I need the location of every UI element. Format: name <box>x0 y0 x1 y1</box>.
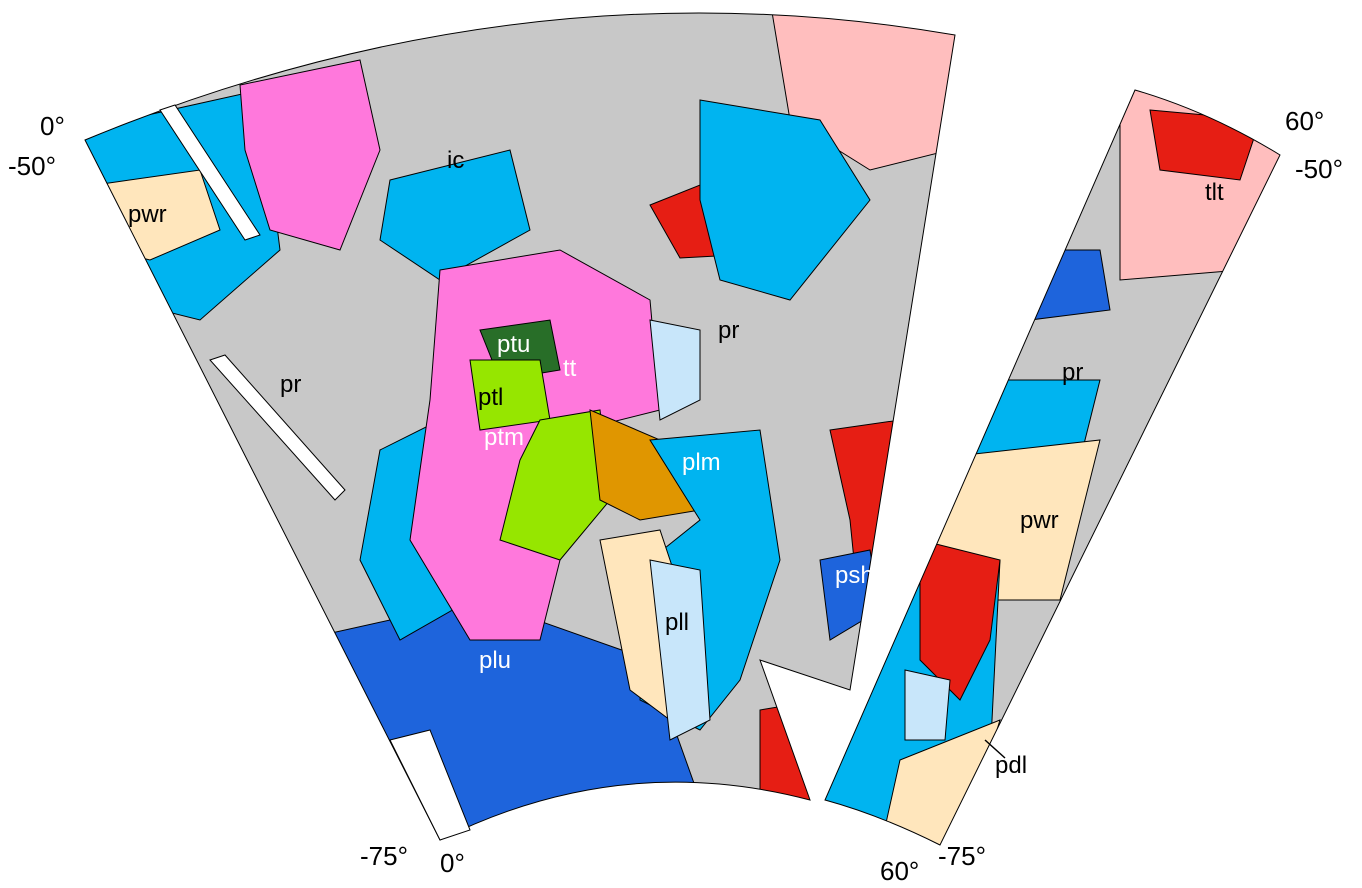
coordinate-label: -50° <box>1295 154 1343 184</box>
unit-label: tt <box>563 355 577 382</box>
unit-label: pdl <box>995 752 1027 779</box>
unit-label: ic <box>447 147 464 174</box>
unit-label: plm <box>682 449 721 476</box>
coordinate-label: 60° <box>880 856 919 886</box>
unit-label: ptu <box>497 331 530 358</box>
unit-label: ptm <box>484 424 524 451</box>
unit-label: pr <box>280 371 301 398</box>
unit-label: pr <box>1062 359 1083 386</box>
coordinate-label: 0° <box>40 111 65 141</box>
unit-label: pwr <box>128 201 167 228</box>
unit-label: plu <box>479 647 511 674</box>
unit-label: pll <box>665 609 689 636</box>
coordinate-label: 60° <box>1285 106 1324 136</box>
coordinate-label: 0° <box>440 848 465 878</box>
coordinate-label: -75° <box>938 841 986 871</box>
coordinate-label: -50° <box>8 151 56 181</box>
unit-label: ptl <box>478 384 503 411</box>
unit-label: pwr <box>1020 507 1059 534</box>
coordinate-label: -75° <box>360 841 408 871</box>
unit-label: tlt <box>1205 179 1224 206</box>
unit-label: pr <box>718 317 739 344</box>
unit-label: psh <box>835 562 874 589</box>
